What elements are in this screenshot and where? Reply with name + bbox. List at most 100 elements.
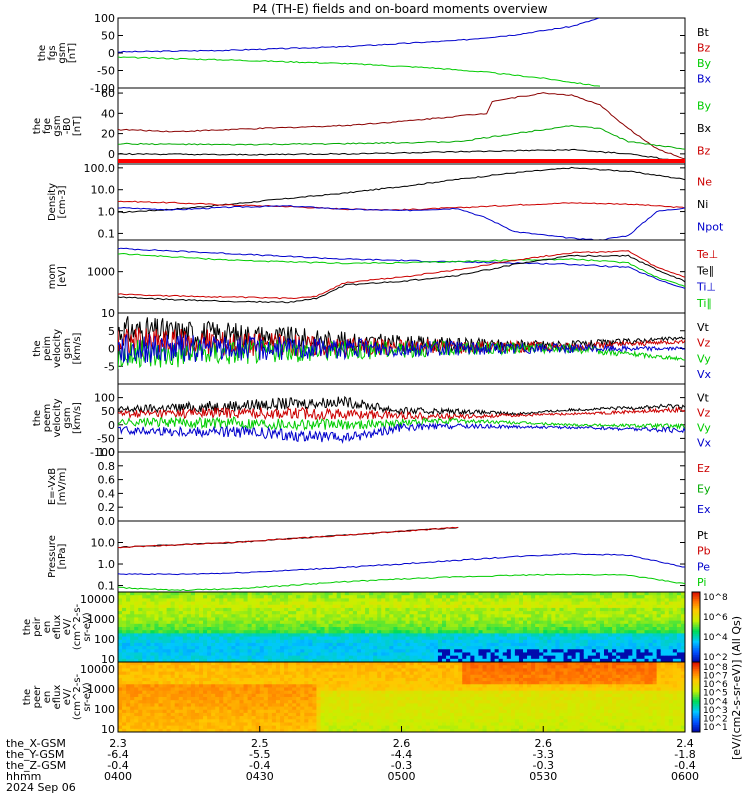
legend-Ey: Ey <box>697 483 711 496</box>
ylabel-line: fgs <box>47 45 58 60</box>
ylabel-line: E=-VxB <box>47 468 58 505</box>
xtick-label: -0.4 <box>674 759 695 772</box>
ytick-label: 0.1 <box>98 580 116 593</box>
series-line-Vt <box>118 395 685 417</box>
ytick-label: 100 <box>94 703 115 716</box>
ylabel-line: the <box>37 45 48 61</box>
panel-peir: the peir en eflux eV/(cm^2-s-sr-eV) 10000 1000… <box>22 591 686 666</box>
colorbar-peer: 10^810^710^610^510^410^310^210^1 <box>691 661 728 733</box>
ytick-label: 1.0 <box>98 206 116 219</box>
legend-Vz: Vz <box>697 407 711 420</box>
colorbar-tick-label: 10^2 <box>703 653 728 663</box>
legend-Pi: Pi <box>697 576 706 589</box>
series-line-Ni <box>118 166 685 214</box>
panel-frame <box>117 163 686 241</box>
ylabel-line: the <box>32 410 43 426</box>
colorbar-peir: 10^8 10^6 10^4 10^2 <box>691 591 728 663</box>
xtick-label: -0.4 <box>107 759 128 772</box>
legend-Ex: Ex <box>697 503 711 516</box>
xtick-label: -3.3 <box>533 748 554 761</box>
colorbar-tick-label: 10^6 <box>703 613 728 623</box>
legend-Ti∥: Ti∥ <box>696 297 712 310</box>
ylabel-line: (cm^2-s- <box>72 673 83 720</box>
panel-frame <box>117 239 686 314</box>
ytick-label: 5 <box>108 325 115 338</box>
ytick-label: 0 <box>108 47 115 60</box>
footer-axis: the_X-GSM the_Y-GSM the_Z-GSM hhmm 2024 … <box>6 726 699 794</box>
ylabel-line: [nT] <box>72 116 83 136</box>
footer-label-x: the_X-GSM <box>6 737 66 750</box>
ytick-label: 0.1 <box>98 227 116 240</box>
colorbar-tick-label: 10^7 <box>703 672 728 682</box>
colorbar-tick-label: 10^2 <box>703 714 728 724</box>
xtick-label: 2.3 <box>109 737 127 750</box>
xtick-label: -6.4 <box>107 748 128 761</box>
ylabel-line: the <box>22 619 33 635</box>
legend-Ti⊥: Ti⊥ <box>696 281 716 294</box>
ytick-label: -5 <box>104 360 115 373</box>
legend-Te⊥: Te⊥ <box>696 248 718 261</box>
panel-frame <box>117 17 686 89</box>
panel-temperature: mom [eV] 1000 Te⊥ Te∥ Ti⊥ Ti∥ <box>47 239 718 314</box>
series-line-Bx <box>118 18 601 53</box>
ytick-label: 1.0 <box>98 446 116 459</box>
colorbar-tick-label: 10^5 <box>703 689 728 699</box>
legend-Pt: Pt <box>697 529 709 542</box>
xtick-label: 0600 <box>671 770 699 783</box>
series-line-Vy <box>118 416 685 432</box>
legend-By: By <box>697 99 712 112</box>
series-line-Ti⊥ <box>118 247 685 289</box>
ylabel-line: Pressure <box>47 535 58 578</box>
panel-frame <box>117 451 686 522</box>
ylabel-line: [nT] <box>67 43 78 63</box>
ylabel-line: (cm^2-s- <box>72 603 83 650</box>
panel-fgs: the fgs gsm [nT] 100 50 0 -50 -100 Bt Bz By Bx <box>37 12 712 95</box>
ytick-label: 0 <box>108 343 115 356</box>
xtick-label: 2.5 <box>251 737 269 750</box>
ylabel-line: gsm <box>57 42 68 63</box>
ytick-label: 100 <box>94 633 115 646</box>
legend-Pe: Pe <box>697 560 710 573</box>
ytick-label: 0 <box>108 419 115 432</box>
ytick-label: 50 <box>101 30 115 43</box>
ylabel-line: [eV] <box>57 266 68 287</box>
ytick-label: 50 <box>101 405 115 418</box>
legend-Vy: Vy <box>697 352 711 365</box>
legend-Pb: Pb <box>697 545 711 558</box>
xtick-label: -0.3 <box>533 759 554 772</box>
ylabel-line: sr-eV) <box>82 682 93 711</box>
ylabel-line: gsm <box>62 338 73 359</box>
ylabel-line: the <box>22 689 33 705</box>
ytick-label: 1.0 <box>98 558 116 571</box>
ytick-label: 10000 <box>80 593 115 606</box>
series-line-Pb <box>118 526 459 549</box>
panel-efield: E=-VxB [mV/m] 1.00.80.60.40.20.0 Ez Ey Ex <box>47 446 711 528</box>
footer-label-y: the_Y-GSM <box>6 748 64 761</box>
ytick-label: 0.6 <box>98 474 116 487</box>
series-line-Pi <box>118 573 685 592</box>
series-line-Te⊥ <box>118 250 685 300</box>
ylabel-line: en <box>42 621 53 634</box>
ylabel-line: [nPa] <box>57 543 68 569</box>
footer-label-hhmm: hhmm <box>6 770 41 783</box>
xtick-label: 2.4 <box>676 737 694 750</box>
ylabel-line: [km/s] <box>72 332 83 364</box>
legend-Vt: Vt <box>697 321 710 334</box>
footer-label-z: the_Z-GSM <box>6 759 66 772</box>
series-line-Vx <box>118 333 685 364</box>
series-group <box>118 526 685 592</box>
legend-Vt: Vt <box>697 392 710 405</box>
legend-Bt: Bt <box>697 26 710 39</box>
ytick-label: 10 <box>101 723 115 736</box>
legend-Bx: Bx <box>697 122 712 135</box>
ytick-label: 0.2 <box>98 501 116 514</box>
ytick-label: 100.0 <box>84 162 116 175</box>
series-group <box>118 395 685 444</box>
ylabel-line: velocity <box>52 329 63 368</box>
series-line-Npot <box>118 205 685 240</box>
heatmap-cells <box>118 592 686 663</box>
colorbar-tick-label: 10^4 <box>703 697 728 707</box>
ytick-label: 10 <box>101 653 115 666</box>
panel-fgs2: the fge gsm -B0 [nT] 60 40 20 0 By Bx Bz <box>32 87 712 165</box>
